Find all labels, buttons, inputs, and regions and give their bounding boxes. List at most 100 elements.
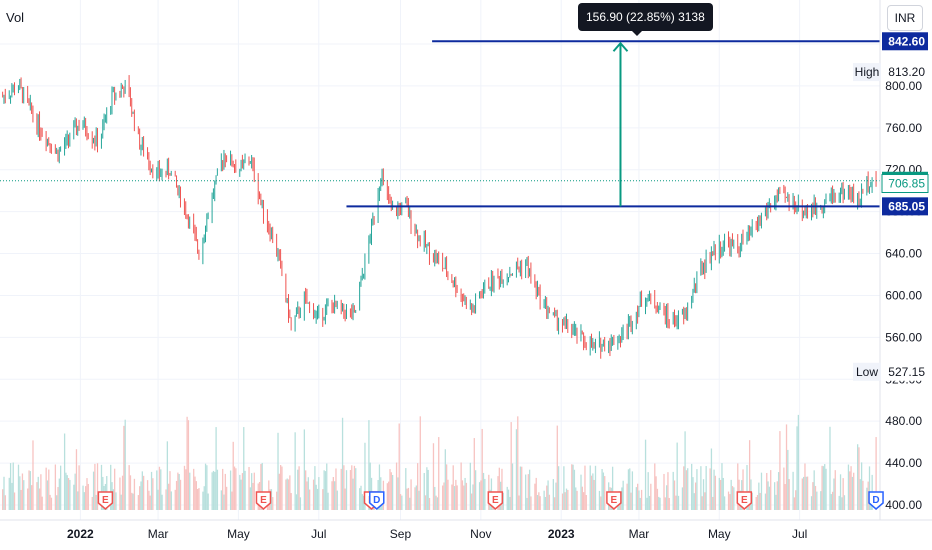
volume-bar: [438, 437, 440, 510]
volume-bar: [240, 479, 242, 510]
event-marker-d: [868, 491, 884, 510]
volume-bar: [225, 486, 228, 510]
volume-bar: [407, 487, 410, 510]
volume-bar: [631, 471, 634, 510]
volume-bar: [731, 486, 734, 510]
volume-bar: [222, 468, 224, 510]
volume-bar: [802, 476, 805, 510]
volume-bar: [399, 494, 402, 510]
volume-bar: [148, 490, 150, 510]
volume-bar: [48, 469, 50, 510]
volume-bar: [592, 473, 594, 510]
volume-bar: [535, 477, 537, 510]
volume-bar: [797, 414, 800, 510]
volume-bar: [788, 479, 790, 510]
volume-bar: [169, 471, 171, 510]
volume-bar: [648, 495, 651, 510]
volume-bar: [202, 491, 204, 510]
volume-bar: [344, 488, 346, 510]
volume-bar: [45, 467, 47, 510]
y-tick-label: 640.00: [885, 247, 922, 261]
volume-bar: [398, 423, 400, 510]
volume-bar: [785, 424, 788, 510]
volume-bar: [729, 494, 731, 510]
price-label-bg: [882, 362, 928, 381]
volume-bar: [369, 462, 371, 510]
volume-bar: [140, 481, 142, 510]
volume-bar: [150, 471, 153, 510]
volume-bar: [630, 492, 632, 510]
volume-bar: [405, 468, 407, 510]
volume-bar: [779, 431, 781, 510]
volume-bar: [27, 488, 29, 510]
volume-bar: [368, 420, 370, 510]
volume-bar: [211, 472, 213, 510]
volume-bar: [276, 491, 278, 510]
volume-bar: [343, 465, 345, 510]
volume-bar: [528, 469, 531, 510]
y-tick-label: 400.00: [885, 498, 922, 512]
volume-bar: [436, 497, 439, 510]
volume-bar: [410, 479, 412, 510]
volume-bar: [582, 492, 585, 510]
volume-bar: [419, 416, 421, 510]
volume-bar: [287, 479, 290, 510]
volume-bar: [627, 469, 630, 510]
volume-bar: [146, 480, 149, 510]
volume-bar: [95, 494, 97, 510]
volume-bar: [746, 464, 748, 510]
volume-bar: [13, 492, 16, 510]
volume-bar: [426, 467, 428, 510]
volume-bar: [515, 429, 518, 510]
volume-bar: [91, 496, 93, 510]
x-tick-label: Jul: [311, 527, 326, 541]
price-label: 527.15: [888, 365, 925, 379]
volume-bar: [637, 483, 639, 510]
volume-bar: [359, 488, 361, 510]
volume-bar: [294, 432, 296, 510]
volume-bar: [712, 496, 714, 510]
volume-bar: [696, 469, 698, 510]
volume-bar: [49, 494, 51, 510]
volume-bar: [353, 465, 356, 510]
x-tick-label: Nov: [470, 527, 491, 541]
volume-bar: [74, 473, 76, 510]
volume-legend-label: Vol: [6, 10, 25, 25]
y-tick-label: 480.00: [885, 414, 922, 428]
event-marker-e: [97, 491, 114, 510]
currency-button[interactable]: INR: [887, 5, 923, 31]
volume-bar: [406, 488, 408, 510]
volume-bar: [390, 472, 392, 510]
volume-bar: [775, 494, 777, 510]
volume-bar: [77, 491, 79, 510]
volume-bar: [721, 463, 723, 510]
price-label: 706.85: [888, 177, 925, 191]
volume-bar: [687, 468, 689, 510]
volume-bar: [507, 489, 510, 510]
volume-bar: [471, 493, 473, 510]
volume-bar: [692, 477, 694, 510]
volume-bar: [572, 464, 574, 510]
volume-bar: [626, 483, 628, 510]
volume-bar: [215, 427, 217, 510]
volume-bar: [672, 471, 674, 510]
volume-bar: [756, 495, 759, 510]
volume-bar: [853, 472, 855, 510]
volume-bar: [463, 485, 465, 510]
volume-bar: [453, 486, 456, 510]
event-marker-label: E: [260, 495, 267, 506]
volume-bar: [727, 491, 730, 510]
volume-bar: [59, 465, 62, 510]
volume-bar: [424, 495, 427, 510]
volume-bar: [646, 497, 648, 510]
volume-bar: [543, 490, 545, 510]
volume-bar: [793, 497, 796, 510]
volume-bar: [335, 468, 337, 510]
volume-bar: [452, 465, 454, 510]
volume-bar: [322, 489, 324, 510]
volume-bar: [204, 463, 207, 510]
volume-bar: [530, 496, 532, 510]
volume-bar: [318, 477, 320, 510]
volume-bar: [179, 479, 182, 510]
